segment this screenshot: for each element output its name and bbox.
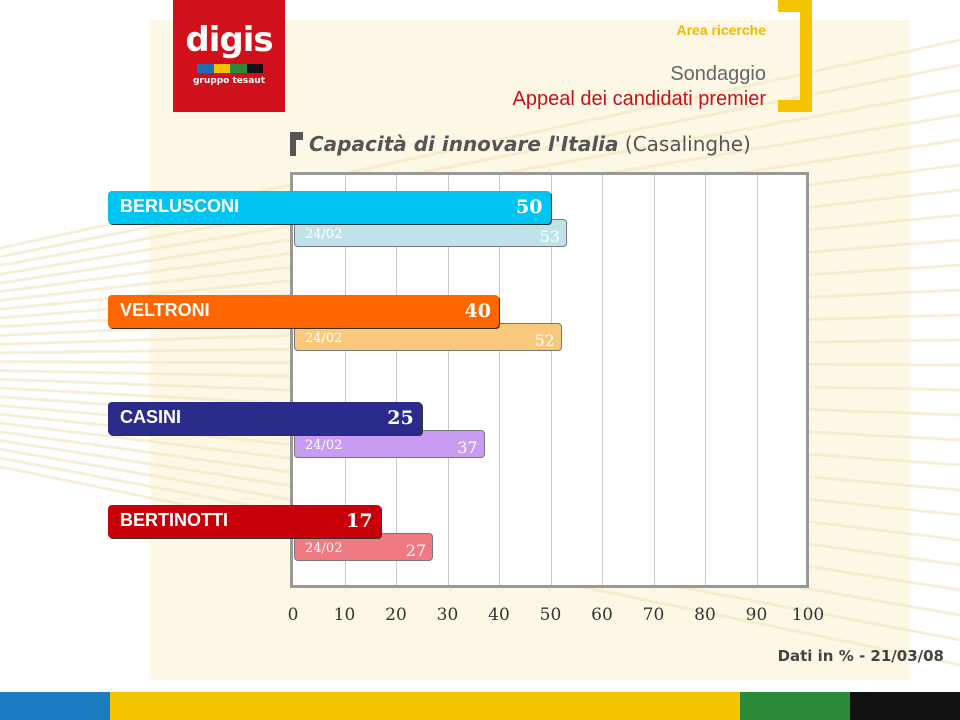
stripe-segment <box>850 692 960 720</box>
previous-date-label: 24/02 <box>305 331 343 346</box>
candidate-label: VELTRONI <box>120 300 210 320</box>
x-tick-label: 100 <box>791 605 825 625</box>
x-tick-label: 20 <box>385 605 407 625</box>
x-tick-label: 70 <box>642 605 665 625</box>
stripe-segment <box>0 692 110 720</box>
previous-value-label: 52 <box>534 331 555 350</box>
page-title: Appeal dei candidati premier <box>512 88 767 110</box>
previous-date-label: 24/02 <box>305 541 343 556</box>
previous-value-label: 27 <box>405 541 427 560</box>
gridline <box>499 175 500 585</box>
survey-label: Sondaggio <box>670 63 766 85</box>
stripe-segment <box>740 692 850 720</box>
x-tick-label: 40 <box>488 605 510 625</box>
current-value-label: 25 <box>387 407 414 429</box>
logo-stripe-3 <box>246 64 263 73</box>
x-tick-label: 90 <box>745 605 768 625</box>
gridline <box>756 175 758 585</box>
current-value-label: 40 <box>464 300 491 322</box>
previous-date-label: 24/02 <box>305 438 343 453</box>
x-tick-label: 10 <box>333 605 356 625</box>
candidate-label: BERTINOTTI <box>120 510 228 530</box>
bar-current: BERTINOTTI 17 <box>108 505 381 538</box>
bar-current: VELTRONI 40 <box>108 295 499 328</box>
logo-stripe-2 <box>230 64 247 73</box>
previous-value-label: 53 <box>539 227 560 246</box>
logo-stripe-1 <box>213 64 230 73</box>
candidate-label: BERLUSCONI <box>120 196 240 216</box>
digis-logo: digis gruppo tesaut <box>173 0 285 112</box>
chart-title: Capacità di innovare l'Italia (Casalingh… <box>290 132 751 156</box>
chart-title-main: Capacità di innovare l'Italia <box>309 132 619 156</box>
gridline <box>602 175 603 585</box>
current-value-label: 50 <box>516 196 543 218</box>
previous-value-label: 37 <box>457 438 478 457</box>
candidate-label: CASINI <box>120 407 182 427</box>
gridline <box>396 175 397 585</box>
chart-subtitle: (Casalinghe) <box>624 132 751 156</box>
x-tick-label: 30 <box>436 605 459 625</box>
x-tick-label: 0 <box>287 605 299 625</box>
bar-current: BERLUSCONI 50 <box>108 191 551 224</box>
title-marker-icon <box>290 132 303 156</box>
footer-note: Dati in % - 21/03/08 <box>777 647 944 665</box>
gridline <box>344 175 346 585</box>
logo-stripes <box>197 64 263 73</box>
current-value-label: 17 <box>346 510 373 532</box>
gridline <box>653 175 655 585</box>
area-label: Area ricerche <box>676 22 766 38</box>
gridline <box>705 175 706 585</box>
previous-date-label: 24/02 <box>305 227 343 242</box>
x-tick-label: 50 <box>539 605 562 625</box>
gridline <box>447 175 449 585</box>
gridline <box>550 175 552 585</box>
logo-subtitle: gruppo tesaut <box>192 76 266 86</box>
logo-stripe-0 <box>197 64 214 73</box>
yellow-bracket <box>778 0 812 112</box>
x-tick-label: 80 <box>694 605 716 625</box>
x-tick-label: 60 <box>591 605 613 625</box>
logo-word: digis <box>185 20 273 60</box>
stripe-segment <box>110 692 740 720</box>
bar-current: CASINI 25 <box>108 402 422 435</box>
